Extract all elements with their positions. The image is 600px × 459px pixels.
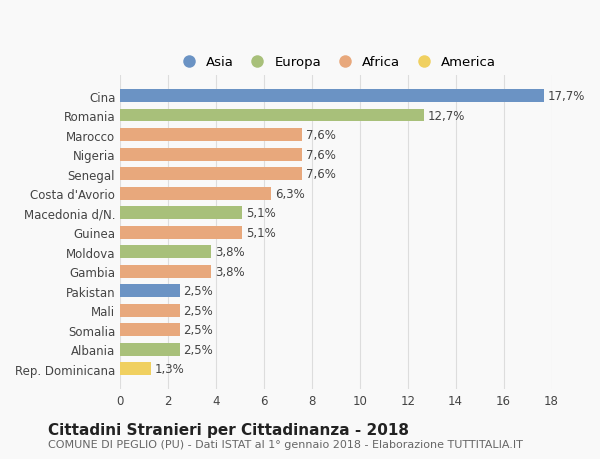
Bar: [120, 363, 151, 375]
Text: COMUNE DI PEGLIO (PU) - Dati ISTAT al 1° gennaio 2018 - Elaborazione TUTTITALIA.: COMUNE DI PEGLIO (PU) - Dati ISTAT al 1°…: [48, 440, 523, 449]
Bar: [120, 90, 544, 103]
Bar: [120, 149, 302, 161]
Text: 2,5%: 2,5%: [184, 304, 214, 317]
Bar: [120, 304, 180, 317]
Bar: [120, 265, 211, 278]
Text: 2,5%: 2,5%: [184, 324, 214, 336]
Bar: [120, 226, 242, 239]
Text: 2,5%: 2,5%: [184, 343, 214, 356]
Text: 7,6%: 7,6%: [306, 168, 336, 181]
Bar: [120, 343, 180, 356]
Bar: [120, 187, 271, 200]
Bar: [120, 110, 424, 122]
Text: 7,6%: 7,6%: [306, 148, 336, 161]
Text: 5,1%: 5,1%: [246, 207, 275, 220]
Text: 5,1%: 5,1%: [246, 226, 275, 239]
Text: 12,7%: 12,7%: [428, 109, 466, 123]
Bar: [120, 129, 302, 142]
Text: 2,5%: 2,5%: [184, 285, 214, 297]
Bar: [120, 246, 211, 258]
Text: 3,8%: 3,8%: [215, 265, 244, 278]
Bar: [120, 168, 302, 180]
Text: Cittadini Stranieri per Cittadinanza - 2018: Cittadini Stranieri per Cittadinanza - 2…: [48, 422, 409, 437]
Text: 17,7%: 17,7%: [548, 90, 585, 103]
Text: 6,3%: 6,3%: [275, 187, 304, 200]
Text: 3,8%: 3,8%: [215, 246, 244, 258]
Legend: Asia, Europa, Africa, America: Asia, Europa, Africa, America: [170, 51, 502, 74]
Bar: [120, 324, 180, 336]
Text: 1,3%: 1,3%: [155, 363, 185, 375]
Bar: [120, 207, 242, 219]
Bar: [120, 285, 180, 297]
Text: 7,6%: 7,6%: [306, 129, 336, 142]
